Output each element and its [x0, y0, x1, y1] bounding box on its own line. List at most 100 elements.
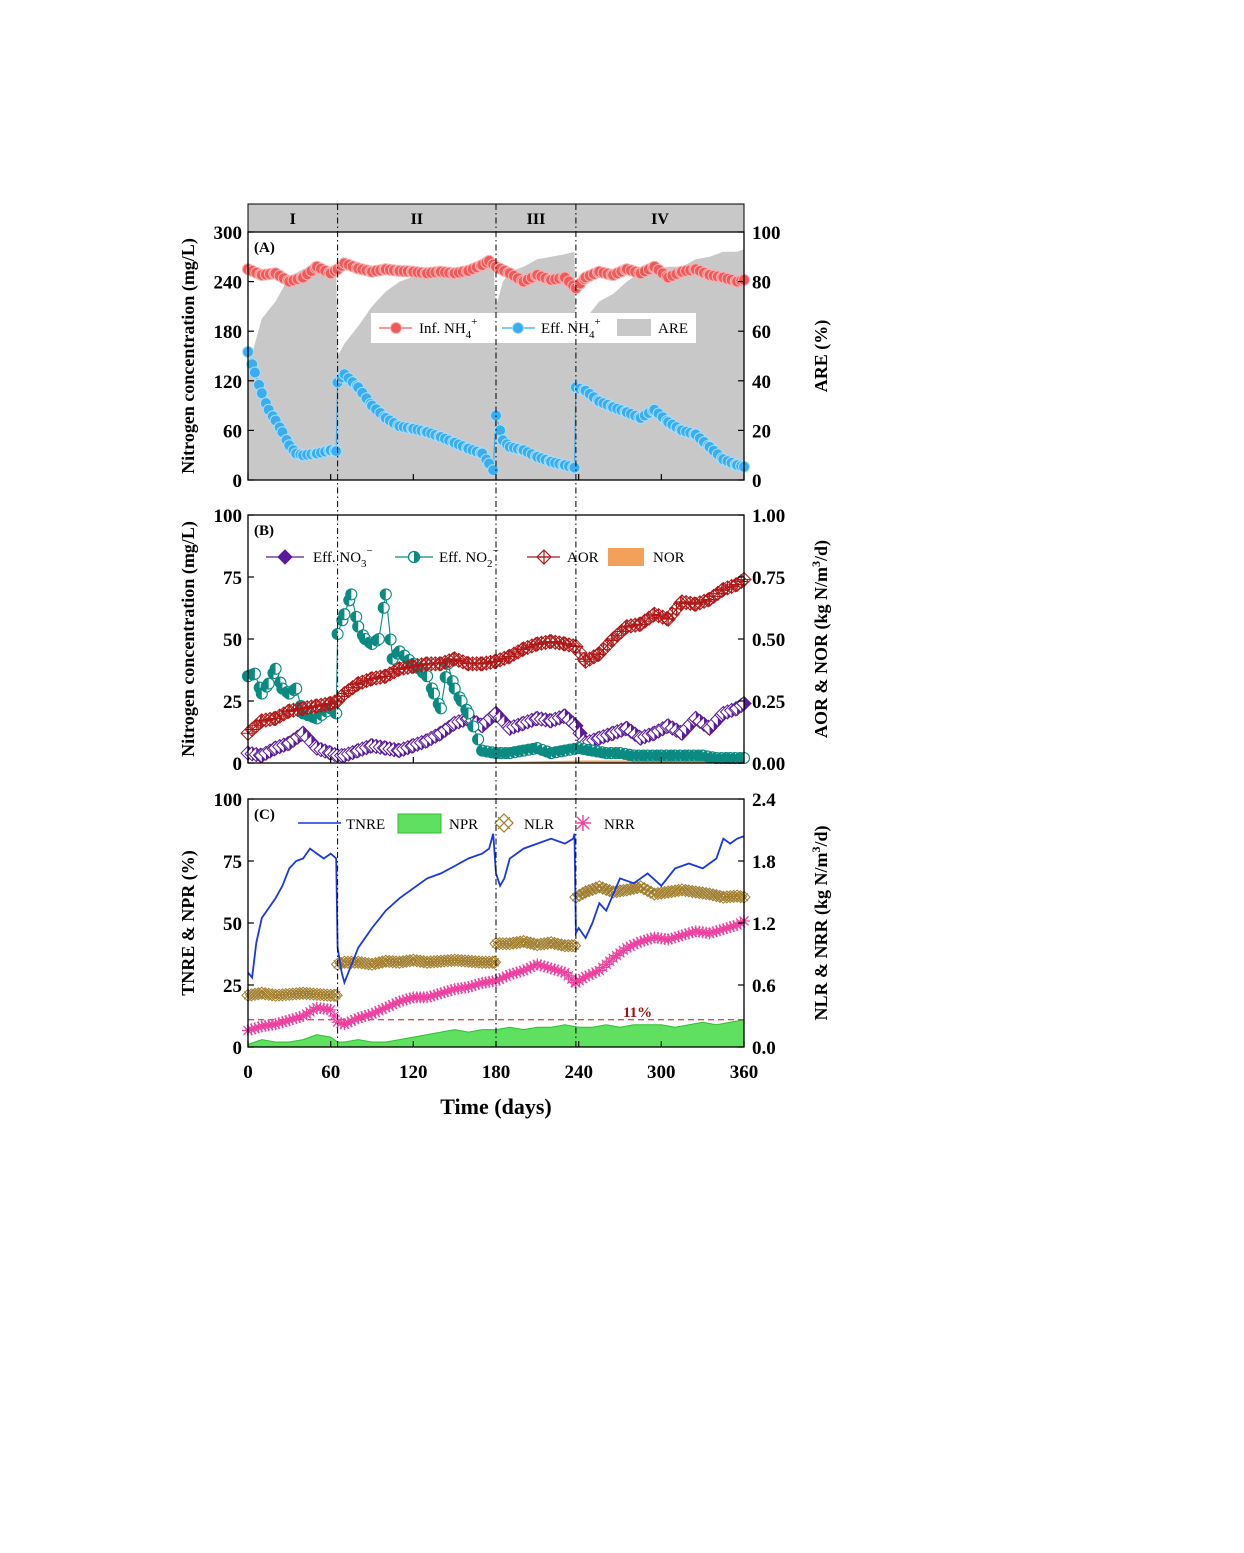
eff-no2-point-half: [619, 748, 625, 760]
nrr-point: [731, 919, 744, 932]
eff-no2-point-half: [642, 750, 648, 762]
nlr-point: [478, 955, 493, 969]
panel-c-y2tick-label: 1.2: [752, 914, 776, 935]
nrr-point: [517, 964, 530, 977]
panel-a-y2tick-label: 40: [752, 372, 771, 393]
eff-no2-point-half: [536, 744, 543, 756]
aor-point: [557, 636, 573, 652]
nrr-point: [307, 1003, 320, 1016]
eff-no2-point-half: [710, 752, 717, 764]
nlr-point: [403, 954, 417, 968]
legend-inf-nh4-marker: [390, 322, 402, 334]
nrr-point: [273, 1017, 285, 1030]
eff-no2-point-half: [276, 683, 283, 695]
nrr-point: [724, 921, 737, 934]
aor-point: [664, 606, 681, 622]
legend-no2-text: Eff. NO2−: [439, 545, 499, 570]
nrr-point: [641, 933, 654, 946]
nrr-point: [421, 991, 434, 1004]
eff-no2-point-half: [669, 750, 676, 762]
nrr-point: [717, 923, 730, 936]
nlr-point: [565, 939, 579, 953]
nrr-point: [614, 946, 626, 959]
aor-point: [254, 713, 270, 729]
eff-no2-point-half: [490, 747, 496, 759]
eff-no2-point-half: [366, 638, 372, 650]
panel-a-y2tick-label: 80: [752, 273, 771, 294]
eff-no2-point-half: [345, 588, 352, 600]
nrr-point: [583, 969, 595, 982]
phase-label-4: IV: [651, 211, 669, 228]
nrr-point: [727, 920, 740, 933]
eff-no2-point-half: [509, 746, 515, 758]
panel-b-y2tick-label: 0.75: [752, 568, 785, 589]
panel-b-ytick-label: 0: [233, 754, 243, 775]
x-tick-label: 240: [564, 1062, 593, 1083]
panel-b-y2tick-label: 1.00: [752, 506, 785, 527]
panel-c-y2tick-label: 2.4: [752, 790, 776, 811]
legend-eff-nh4-text: Eff. NH4+: [541, 316, 601, 341]
x-tick-label: 120: [399, 1062, 428, 1083]
panel-b-legend: Eff. NO3− Eff. NO2− AOR NOR: [266, 545, 685, 570]
nrr-point: [610, 949, 623, 962]
nrr-point: [338, 1018, 351, 1031]
panel-a-label: (A): [254, 240, 275, 256]
eff-no2-point-half: [693, 750, 699, 762]
legend-npr-swatch: [397, 813, 442, 834]
nrr-point: [552, 964, 564, 977]
eff-no2-point-half: [373, 633, 379, 645]
legend-are-text: ARE: [658, 321, 688, 337]
nrr-point: [579, 970, 592, 983]
phase-label-2: II: [411, 211, 423, 228]
nrr-point: [359, 1010, 372, 1022]
aor-point: [281, 703, 298, 719]
panel-c-ytick-label: 25: [223, 976, 242, 997]
aor-point: [529, 636, 546, 652]
panel-c-label: (C): [254, 807, 275, 823]
nlr-point: [444, 953, 458, 968]
panel-b: (B) 0 25 50 75 100 0.00 0.25 0.50 0.75 1.00 Nitro…: [178, 506, 832, 775]
eff-no2-point-half: [283, 688, 290, 700]
nrr-point: [438, 986, 451, 999]
nrr-point: [372, 1004, 385, 1017]
nrr-point: [293, 1011, 306, 1024]
legend-nor-swatch: [608, 548, 644, 566]
nrr-point: [386, 998, 399, 1011]
nrr-point: [297, 1010, 310, 1022]
panel-b-y2tick-label: 0.50: [752, 630, 785, 651]
nrr-point: [283, 1014, 296, 1027]
legend-npr-text: NPR: [449, 817, 478, 833]
eff-no2-point-half: [435, 702, 441, 714]
nlr-point: [475, 955, 489, 969]
nrr-point: [379, 1001, 392, 1014]
eff-no2-point-half: [637, 750, 644, 762]
nrr-point: [428, 989, 440, 1002]
nrr-point: [720, 922, 733, 935]
eff-no2-point-half: [263, 678, 269, 690]
eff-no2-point-half: [242, 670, 248, 682]
nlr-point: [492, 936, 507, 951]
nrr-point: [290, 1012, 303, 1025]
legend-no2-marker-half: [414, 551, 420, 563]
eff-no2-point-half: [651, 750, 658, 762]
nrr-point: [510, 966, 523, 979]
tnre-line: [247, 833, 745, 986]
eff-no2-point-half: [421, 670, 428, 682]
aor-point: [660, 611, 676, 627]
legend-are-swatch: [617, 319, 651, 336]
panel-c-y2label: NLR & NRR (kg N/m3/d): [809, 825, 832, 1020]
panel-c-ytick-label: 100: [214, 790, 243, 811]
eff-no2-point-half: [697, 750, 703, 762]
legend-nor-text: NOR: [653, 550, 685, 566]
eff-no2-point-half: [655, 750, 662, 762]
nrr-point: [665, 932, 678, 945]
nrr-point: [397, 994, 409, 1007]
nrr-point: [300, 1007, 313, 1020]
panel-a-y2tick-label: 0: [752, 471, 762, 492]
reference-line-annotation: 11%: [623, 1005, 652, 1021]
nrr-point: [686, 926, 699, 939]
are-area: [248, 249, 744, 480]
panel-a-ytick-label: 120: [214, 372, 243, 393]
nrr-point: [503, 968, 516, 981]
x-tick-label: 300: [647, 1062, 676, 1083]
